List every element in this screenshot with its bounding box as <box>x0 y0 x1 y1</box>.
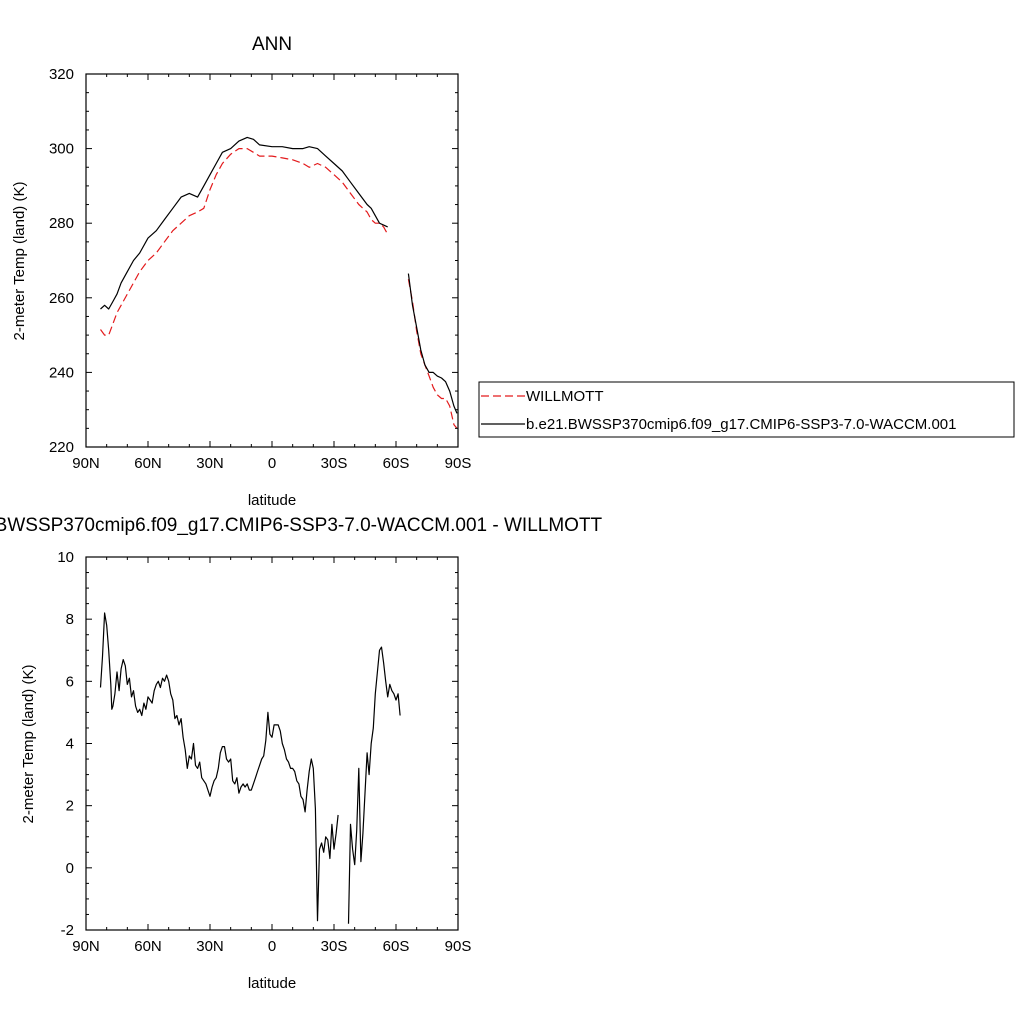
bottom-xtick-label: 60S <box>383 938 410 955</box>
bottom-axis-ticks: 90N 60N 30N 0 30S 60S 90S -2 0 2 4 6 8 10 <box>57 549 471 955</box>
top-plot-title: ANN <box>252 34 292 55</box>
top-series-group <box>100 136 458 429</box>
top-plot-frame <box>85 73 459 448</box>
top-series-0-line-0 <box>100 148 389 336</box>
top-xtick-label: 30S <box>321 455 348 472</box>
bottom-x-axis-label: latitude <box>248 975 296 992</box>
bottom-ytick-label: -2 <box>61 922 74 939</box>
top-ytick-label: 320 <box>49 66 74 83</box>
bottom-xtick-label: 30N <box>196 938 224 955</box>
top-series-0-line-1 <box>407 278 458 429</box>
bottom-series-group <box>99 612 401 924</box>
top-line-plot: ANN 90N 60N 30N 0 30S 60S 90S 220 240 260 280 300 32… <box>11 34 471 509</box>
top-ytick-label: 260 <box>49 290 74 307</box>
bottom-plot-title: b.e21.BWSSP370cmip6.f09_g17.CMIP6-SSP3-7… <box>0 515 603 536</box>
top-xtick-label: 60S <box>383 455 410 472</box>
top-xtick-label: 60N <box>134 455 162 472</box>
bottom-ytick-label: 6 <box>66 673 74 690</box>
top-series-1-line-1 <box>407 273 458 414</box>
bottom-series-0-line-0 <box>99 612 339 922</box>
top-ytick-label: 240 <box>49 364 74 381</box>
top-x-axis-label: latitude <box>248 492 296 509</box>
top-plot-legend: WILLMOTT b.e21.BWSSP370cmip6.f09_g17.CMI… <box>478 381 1015 438</box>
bottom-line-plot: b.e21.BWSSP370cmip6.f09_g17.CMIP6-SSP3-7… <box>0 515 603 992</box>
bottom-series-0-line-1 <box>347 646 401 924</box>
bottom-y-axis-label: 2-meter Temp (land) (K) <box>20 665 37 824</box>
bottom-ytick-label: 4 <box>66 736 74 753</box>
bottom-xtick-label: 90N <box>72 938 100 955</box>
bottom-ytick-label: 0 <box>66 860 74 877</box>
bottom-ytick-label: 8 <box>66 611 74 628</box>
bottom-xtick-label: 90S <box>445 938 472 955</box>
top-series-1-line-0 <box>100 136 388 310</box>
top-xtick-label: 0 <box>268 455 276 472</box>
legend-label-willmott: WILLMOTT <box>526 388 604 405</box>
bottom-ytick-label: 2 <box>66 798 74 815</box>
top-ytick-label: 220 <box>49 439 74 456</box>
top-xtick-label: 90S <box>445 455 472 472</box>
legend-box <box>478 381 1015 438</box>
bottom-xtick-label: 0 <box>268 938 276 955</box>
top-xtick-label: 90N <box>72 455 100 472</box>
legend-label-model: b.e21.BWSSP370cmip6.f09_g17.CMIP6-SSP3-7… <box>526 416 956 433</box>
bottom-plot-frame <box>85 556 459 931</box>
top-ytick-label: 300 <box>49 141 74 158</box>
bottom-xtick-label: 30S <box>321 938 348 955</box>
top-xtick-label: 30N <box>196 455 224 472</box>
top-y-axis-label: 2-meter Temp (land) (K) <box>11 182 28 341</box>
top-axis-ticks: 90N 60N 30N 0 30S 60S 90S 220 240 260 280 300 320 <box>49 66 471 472</box>
bottom-ytick-label: 10 <box>57 549 74 566</box>
bottom-xtick-label: 60N <box>134 938 162 955</box>
top-ytick-label: 280 <box>49 215 74 232</box>
